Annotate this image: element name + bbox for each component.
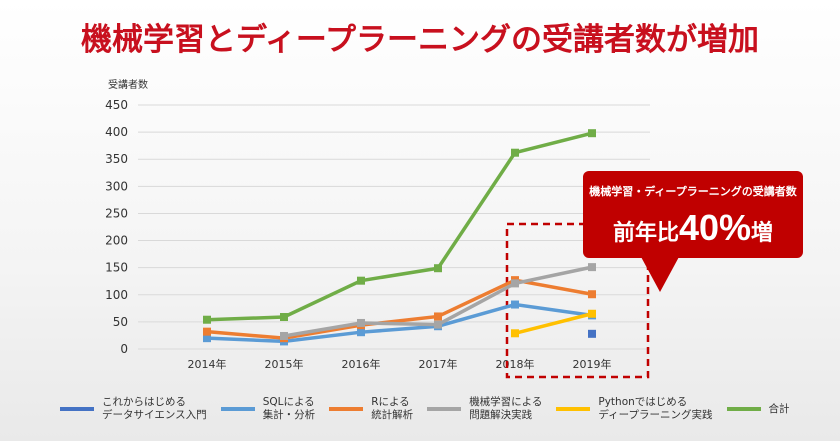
series-line: [206, 302, 593, 344]
callout-subtitle: 機械学習・ディープラーニングの受講者数: [589, 185, 797, 198]
legend: これからはじめる データサイエンス入門 SQLによる 集計・分析 Rによる 統計解析 機械学…: [60, 396, 790, 422]
callout-tail: [640, 255, 680, 292]
data-point: [588, 290, 596, 299]
legend-swatch: [427, 407, 462, 412]
x-tick-label: 2017年: [419, 357, 458, 371]
data-point: [434, 312, 442, 321]
x-tick-label: 2014年: [188, 357, 227, 371]
legend-label: Pythonではじめる ディープラーニング実践: [598, 396, 713, 422]
legend-item: Pythonではじめる ディープラーニング実践: [556, 396, 713, 422]
data-point: [434, 320, 442, 329]
legend-swatch: [220, 407, 255, 412]
legend-swatch: [60, 407, 94, 412]
data-point: [203, 315, 211, 324]
y-tick-label: 100: [105, 288, 128, 302]
data-point: [588, 309, 596, 318]
legend-label: 機械学習による 問題解決実践: [469, 396, 543, 422]
data-point: [357, 328, 365, 337]
y-tick-label: 200: [105, 234, 128, 248]
data-point: [511, 148, 519, 157]
legend-swatch: [556, 407, 591, 412]
series-line: [206, 278, 593, 340]
x-tick-label: 2016年: [342, 357, 381, 371]
data-point: [280, 313, 288, 322]
y-tick-label: 250: [105, 206, 128, 220]
series-line: [514, 312, 593, 335]
data-point: [203, 334, 211, 343]
y-tick-label: 0: [120, 342, 128, 356]
callout-suffix: 増: [751, 221, 774, 246]
data-point: [588, 263, 596, 272]
legend-item: 合計: [726, 402, 790, 416]
data-point: [511, 300, 519, 309]
legend-item: 機械学習による 問題解決実践: [427, 396, 542, 422]
y-tick-label: 450: [105, 98, 128, 112]
data-point: [357, 318, 365, 327]
callout-box: 機械学習・ディープラーニングの受講者数 前年比40%増: [583, 171, 803, 258]
data-point: [280, 331, 288, 340]
data-point: [511, 329, 519, 338]
data-point: [588, 129, 596, 138]
y-tick-label: 400: [105, 125, 128, 139]
y-tick-label: 50: [113, 315, 128, 329]
data-point: [434, 264, 442, 273]
data-point: [588, 329, 596, 338]
legend-item: これからはじめる データサイエンス入門: [60, 396, 207, 422]
legend-item: SQLによる 集計・分析: [220, 396, 316, 422]
legend-item: Rによる 統計解析: [329, 396, 413, 422]
page-title: 機械学習とディープラーニングの受講者数が増加: [81, 22, 759, 58]
highlight-box: [505, 222, 650, 379]
x-tick-label: 2019年: [573, 357, 612, 371]
data-point: [511, 279, 519, 288]
y-tick-label: 150: [105, 261, 128, 275]
data-point: [203, 327, 211, 336]
x-tick-label: 2015年: [265, 357, 304, 371]
data-point: [357, 276, 365, 285]
legend-label: SQLによる 集計・分析: [262, 396, 316, 422]
callout-main: 前年比40%増: [583, 207, 803, 249]
legend-swatch: [329, 407, 364, 412]
x-tick-label: 2018年: [496, 357, 535, 371]
y-tick-label: 300: [105, 179, 128, 193]
legend-label: 合計: [768, 402, 790, 415]
callout-value: 40%: [678, 207, 752, 248]
legend-swatch: [726, 407, 761, 412]
y-axis-label: 受講者数: [108, 78, 148, 91]
y-tick-label: 350: [105, 152, 128, 166]
callout-prefix: 前年比: [612, 221, 679, 246]
legend-label: これからはじめる データサイエンス入門: [102, 396, 207, 422]
series-line: [206, 131, 593, 322]
legend-label: Rによる 統計解析: [371, 396, 414, 422]
